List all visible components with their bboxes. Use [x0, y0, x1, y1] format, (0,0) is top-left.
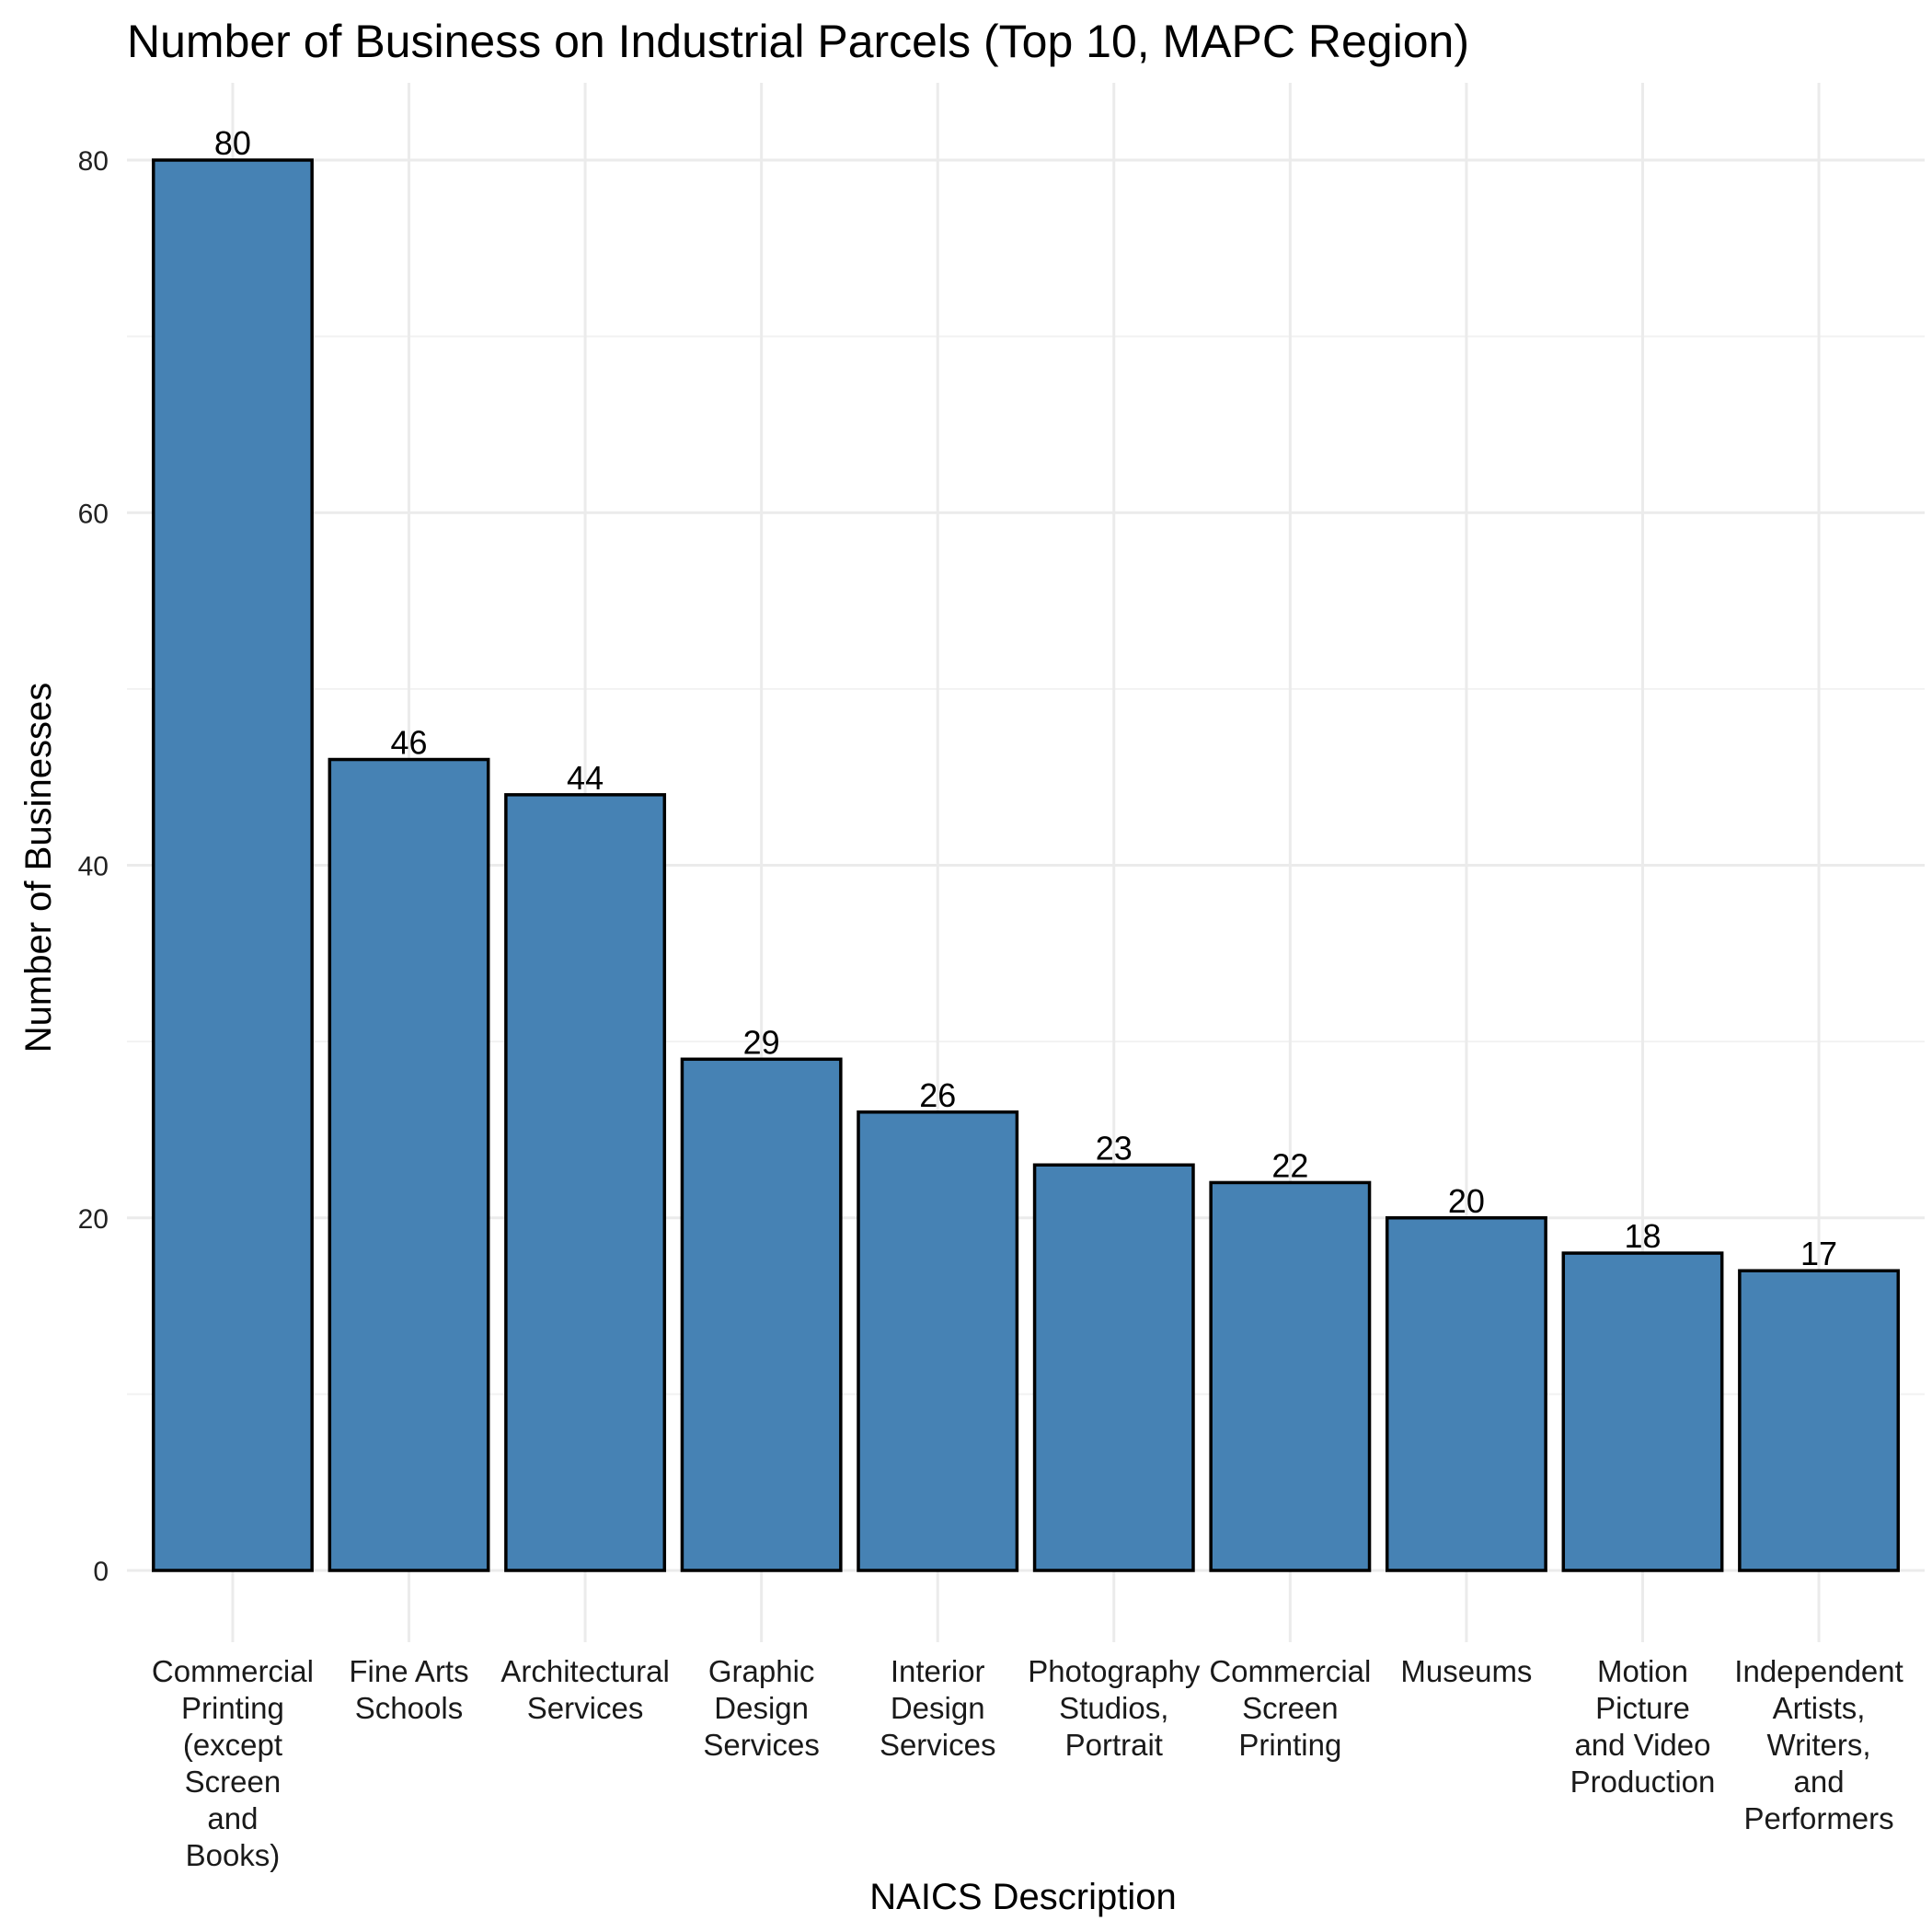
bar: [1209, 1180, 1372, 1572]
y-tick-label: 20: [78, 1204, 109, 1235]
bars: [151, 158, 1901, 1572]
data-label: 26: [919, 1076, 956, 1114]
y-tick-label: 0: [93, 1557, 109, 1587]
x-tick-label: Museums: [1400, 1654, 1532, 1688]
data-label: 17: [1800, 1235, 1837, 1272]
x-tick-label: Graphic Design Services: [703, 1654, 820, 1762]
data-label: 44: [567, 759, 604, 797]
bar: [1561, 1251, 1724, 1572]
y-tick-label: 40: [78, 852, 109, 882]
x-tick-label: Commercial Screen Printing: [1209, 1654, 1371, 1762]
bar: [1385, 1216, 1547, 1572]
x-tick-label: Architectural Services: [500, 1654, 669, 1725]
bar: [1032, 1163, 1195, 1572]
bar: [680, 1057, 843, 1572]
x-tick-label: Interior Design Services: [880, 1654, 996, 1762]
data-label: 46: [390, 724, 427, 762]
data-label: 22: [1271, 1146, 1308, 1184]
chart-title: Number of Business on Industrial Parcels…: [127, 16, 1469, 67]
x-tick-label: Commercial Printing (except Screen and Books): [152, 1654, 314, 1872]
x-tick-label: Motion Picture and Video Production: [1570, 1654, 1716, 1799]
x-tick-label: Independent Artists, Writers, and Performers: [1734, 1654, 1903, 1835]
x-tick-label: Photography Studios, Portrait: [1028, 1654, 1201, 1762]
data-label: 18: [1624, 1217, 1661, 1255]
x-tick-label: Fine Arts Schools: [349, 1654, 468, 1725]
x-axis-ticks: Commercial Printing (except Screen and Books)…: [152, 1654, 1903, 1872]
data-label: 29: [743, 1023, 780, 1061]
bar: [151, 158, 314, 1572]
bar: [1738, 1269, 1901, 1572]
bar: [857, 1110, 1019, 1572]
data-labels: 80 46 44 29 26 23 22 20 18 17: [214, 124, 1837, 1272]
data-label: 20: [1448, 1182, 1485, 1220]
y-tick-label: 80: [78, 146, 109, 177]
x-axis-title: NAICS Description: [869, 1877, 1176, 1917]
data-label: 80: [214, 124, 251, 162]
y-tick-label: 60: [78, 499, 109, 529]
data-label: 23: [1096, 1129, 1133, 1167]
bar: [328, 757, 490, 1572]
bar: [504, 793, 667, 1572]
y-axis-title: Number of Businesses: [18, 683, 59, 1052]
y-axis-ticks: 0 20 40 60 80: [78, 146, 109, 1587]
